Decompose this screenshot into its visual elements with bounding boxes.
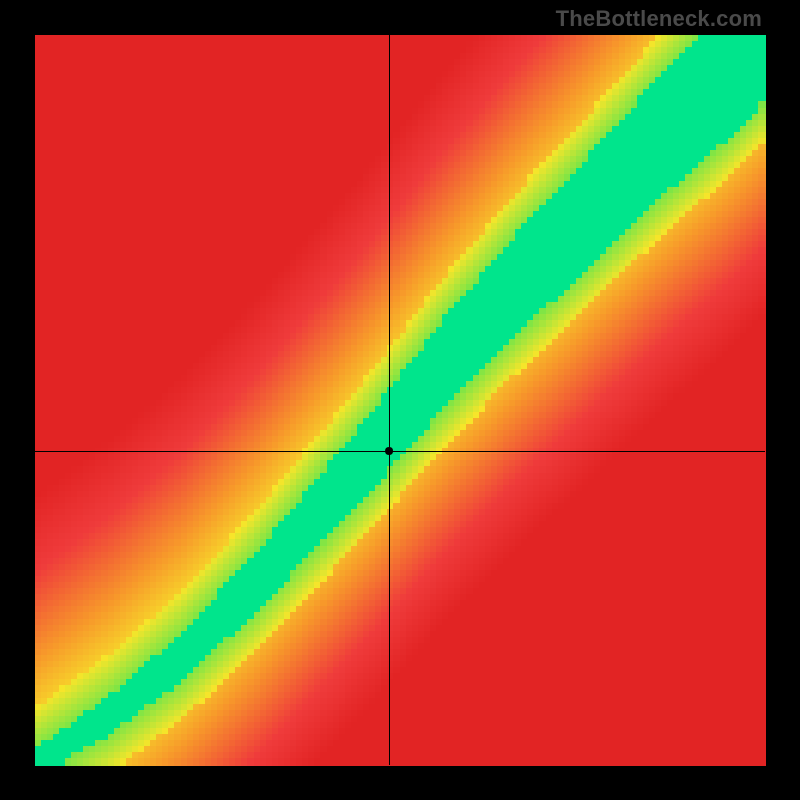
watermark-text: TheBottleneck.com: [556, 6, 762, 32]
bottleneck-heatmap: [0, 0, 800, 800]
chart-container: TheBottleneck.com: [0, 0, 800, 800]
